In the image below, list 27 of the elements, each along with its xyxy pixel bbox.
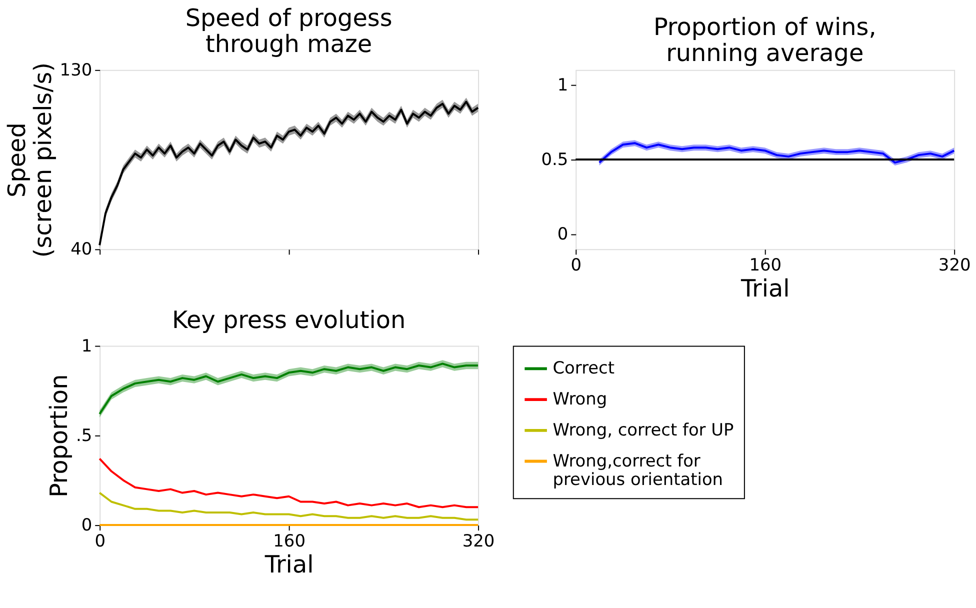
y-axis-title: Proportion [45, 374, 74, 498]
chart-title: Proportion of wins, running average [653, 13, 876, 67]
x-tick-label: 0 [570, 254, 582, 275]
x-axis-title: Trial [740, 274, 790, 302]
y-tick-label: 0.5 [541, 149, 568, 170]
chart-title: Speed of progess through maze [185, 4, 392, 58]
y-tick-label: .5 [76, 424, 92, 445]
x-tick-label: 0 [94, 530, 106, 550]
chart-title: Key press evolution [172, 306, 406, 334]
line-series [98, 492, 480, 521]
y-tick-label: 130 [60, 59, 92, 80]
x-axis-title: Trial [264, 550, 314, 578]
legend-label: Wrong, correct for UP [552, 419, 734, 440]
line-series [98, 458, 480, 508]
y-axis-title: Speed (screen pixels/s) [2, 62, 57, 258]
x-tick-label: 160 [273, 530, 306, 550]
legend-label: Wrong [552, 388, 608, 409]
x-tick-label: 320 [462, 530, 495, 550]
x-tick-label: 320 [938, 254, 971, 275]
legend-label: Wrong,correct for previous orientation [552, 450, 724, 490]
y-tick-label: 40 [70, 238, 92, 259]
y-tick-label: 1 [557, 74, 568, 94]
legend-label: Correct [552, 358, 615, 378]
y-tick-label: 0 [557, 224, 568, 244]
y-tick-label: 0 [81, 514, 92, 535]
y-tick-label: 1 [81, 335, 92, 356]
x-tick-label: 160 [749, 254, 782, 275]
